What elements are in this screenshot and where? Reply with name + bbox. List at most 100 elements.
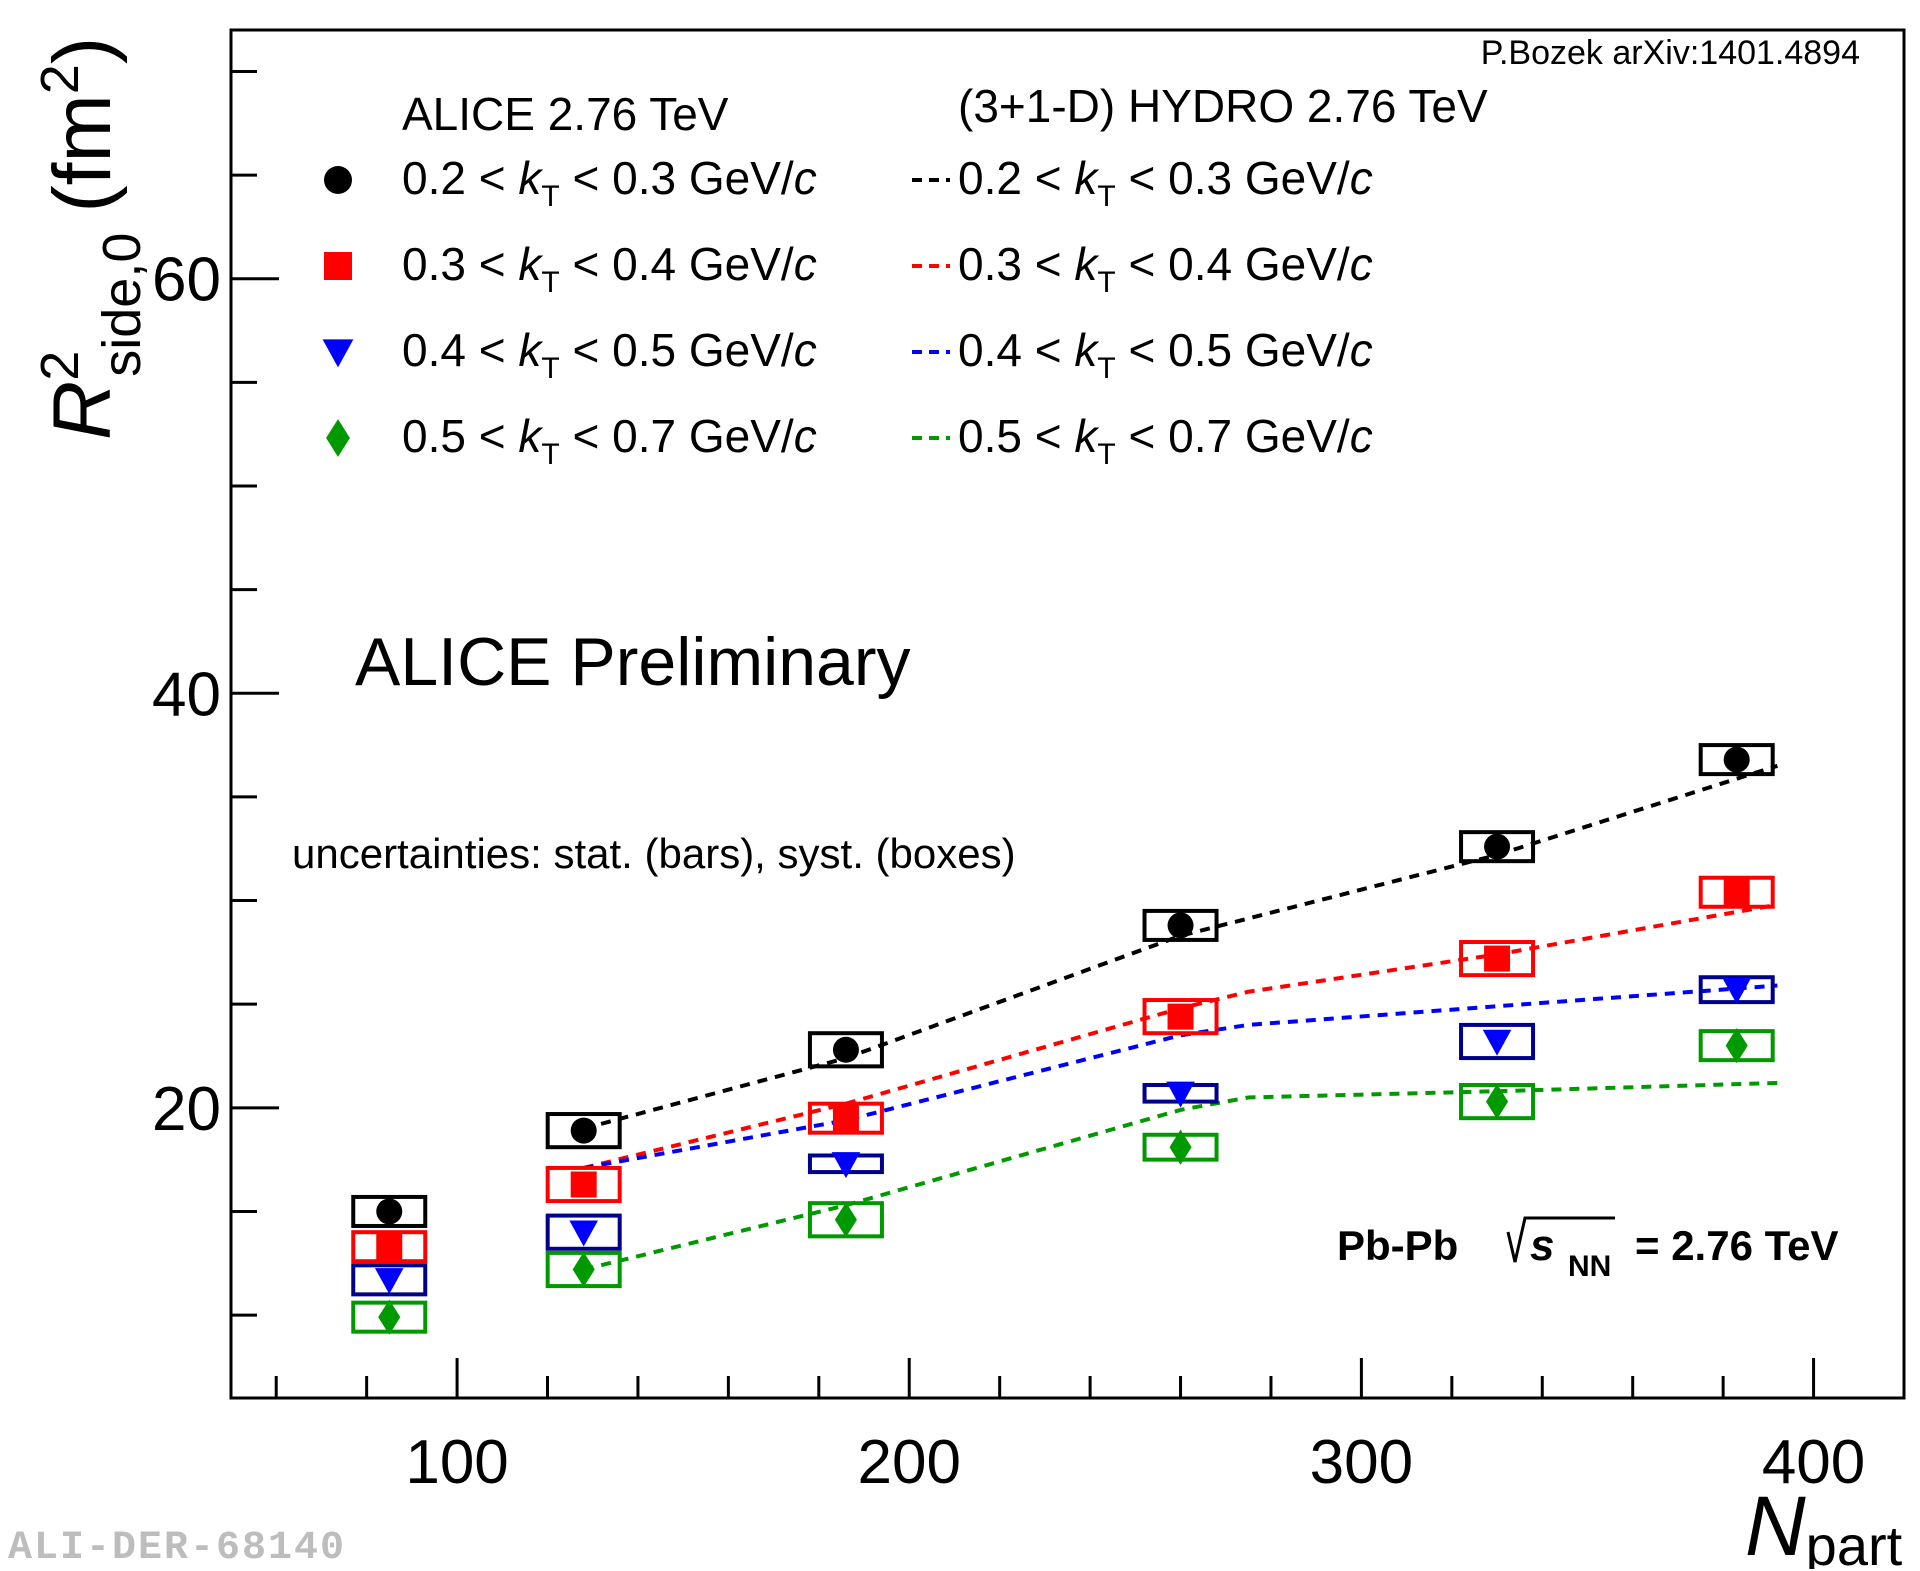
x-tick-label: 100 — [405, 1428, 508, 1497]
sqrt-symbol — [1506, 1216, 1615, 1263]
x-axis-label: Npart — [1745, 1479, 1903, 1569]
y-axis-label-sup: 2 — [30, 351, 90, 381]
legend-marker — [324, 166, 352, 194]
axis-ticks — [231, 69, 1906, 1398]
data-point — [569, 1220, 598, 1247]
legend-marker — [324, 252, 352, 280]
y-axis-label-unit: (fm — [37, 94, 128, 212]
data-point — [378, 1299, 401, 1335]
legend-label-part: k — [1074, 410, 1099, 462]
data-point — [374, 1268, 404, 1295]
legend-label-part: 0.4 < — [958, 324, 1074, 376]
data-point — [834, 1202, 857, 1238]
legend-marker — [322, 339, 354, 368]
model-curve — [583, 763, 1779, 1131]
legend-data-label: 0.4 < kT < 0.5 GeV/c — [402, 324, 817, 385]
legend-data-label: 0.5 < kT < 0.7 GeV/c — [402, 410, 817, 471]
legend-label-part: 0.3 < — [402, 238, 518, 290]
legend-label-part: k — [518, 152, 543, 204]
legend-label-part: c — [1350, 324, 1373, 376]
system-label: Pb-Pb s NN = 2.76 TeV — [1337, 1216, 1839, 1283]
legend-label-part: k — [1074, 238, 1099, 290]
legend-label-part: k — [518, 410, 543, 462]
legend-model-label: 0.4 < kT < 0.5 GeV/c — [958, 324, 1373, 385]
syst-box — [351, 1263, 428, 1297]
data-point — [570, 1171, 597, 1198]
data-point — [1484, 833, 1511, 860]
syst-box — [351, 1230, 428, 1264]
model-curve — [583, 983, 1778, 1170]
legend-label-part: 0.3 < — [958, 238, 1074, 290]
legend-label-part: < 0.5 GeV/ — [1116, 324, 1350, 376]
syst-box — [545, 1112, 622, 1150]
y-axis-label-unit-sup: 2 — [30, 64, 90, 94]
legend-label-part: k — [518, 324, 543, 376]
data-point — [832, 1105, 859, 1132]
legend-label-part: T — [541, 352, 559, 385]
syst-box — [351, 1194, 428, 1228]
data-point — [831, 1152, 861, 1179]
syst-box — [1698, 875, 1775, 909]
model-legend-header: (3+1-D) HYDRO 2.76 TeV — [958, 80, 1488, 132]
legend-label-part: 0.5 < — [402, 410, 518, 462]
legend-label-part: < 0.4 GeV/ — [1116, 238, 1350, 290]
syst-box — [807, 1031, 884, 1069]
chart-title: ALICE Preliminary — [355, 624, 911, 700]
data-point — [832, 1036, 859, 1063]
legend-model-label: 0.3 < kT < 0.4 GeV/c — [958, 238, 1373, 299]
legend-label-part: < 0.3 GeV/ — [560, 152, 794, 204]
axis-tick-labels: 100 200 300 400 20 40 60 — [152, 246, 1865, 1497]
legend-data-label: 0.2 < kT < 0.3 GeV/c — [402, 152, 817, 213]
system-label-prefix: Pb-Pb — [1337, 1222, 1458, 1269]
syst-box — [545, 1213, 622, 1251]
legend-label-part: < 0.5 GeV/ — [560, 324, 794, 376]
legend-label-part: c — [1350, 238, 1373, 290]
model-curve — [583, 902, 1778, 1170]
legend-label-part: < 0.4 GeV/ — [560, 238, 794, 290]
legend-label-part: 0.4 < — [402, 324, 518, 376]
data-point — [376, 1233, 403, 1260]
syst-box — [807, 1101, 884, 1135]
legend-label-part: k — [518, 238, 543, 290]
x-tick-label: 300 — [1310, 1428, 1413, 1497]
syst-box — [1142, 908, 1219, 942]
data-point — [1722, 977, 1751, 1004]
syst-box — [1459, 940, 1536, 978]
data-point — [572, 1251, 595, 1288]
syst-box — [1142, 998, 1219, 1036]
legend-label-part: 0.5 < — [958, 410, 1074, 462]
x-axis-label-main: N — [1745, 1479, 1806, 1569]
data-point — [1169, 1129, 1192, 1165]
legend-label-part: c — [1350, 152, 1373, 204]
legend-label-part: < 0.3 GeV/ — [1116, 152, 1350, 204]
syst-box — [545, 1165, 622, 1204]
y-axis-label-main: R — [37, 381, 128, 440]
y-tick-label: 40 — [152, 660, 221, 729]
syst-box — [1698, 743, 1775, 777]
syst-box — [1459, 830, 1536, 864]
data-point — [1723, 746, 1750, 773]
reference-label: P.Bozek arXiv:1401.4894 — [1481, 34, 1860, 72]
legend-label-part: c — [794, 324, 817, 376]
legend-label-part: 0.2 < — [402, 152, 518, 204]
system-label-suffix: = 2.76 TeV — [1635, 1222, 1839, 1269]
data-point — [1482, 1029, 1512, 1056]
legend-model-label: 0.2 < kT < 0.3 GeV/c — [958, 152, 1373, 213]
y-tick-label: 60 — [152, 246, 221, 315]
y-axis-label-unit-close: ) — [37, 37, 128, 64]
legend-label-part: T — [1097, 352, 1115, 385]
data-points — [351, 743, 1775, 1335]
syst-box — [1459, 1022, 1536, 1061]
model-curve — [583, 1080, 1778, 1272]
data-point — [1723, 879, 1750, 906]
legend-label-part: < 0.7 GeV/ — [1116, 410, 1350, 462]
data-legend-header: ALICE 2.76 TeV — [402, 88, 729, 140]
legend-label-part: 0.2 < — [958, 152, 1074, 204]
x-tick-label: 400 — [1762, 1428, 1865, 1497]
legend-label-part: T — [1097, 266, 1115, 299]
data-point — [1167, 1003, 1194, 1030]
data-point — [1725, 1028, 1748, 1064]
legend-label-part: T — [1097, 180, 1115, 213]
data-point — [1166, 1081, 1195, 1108]
